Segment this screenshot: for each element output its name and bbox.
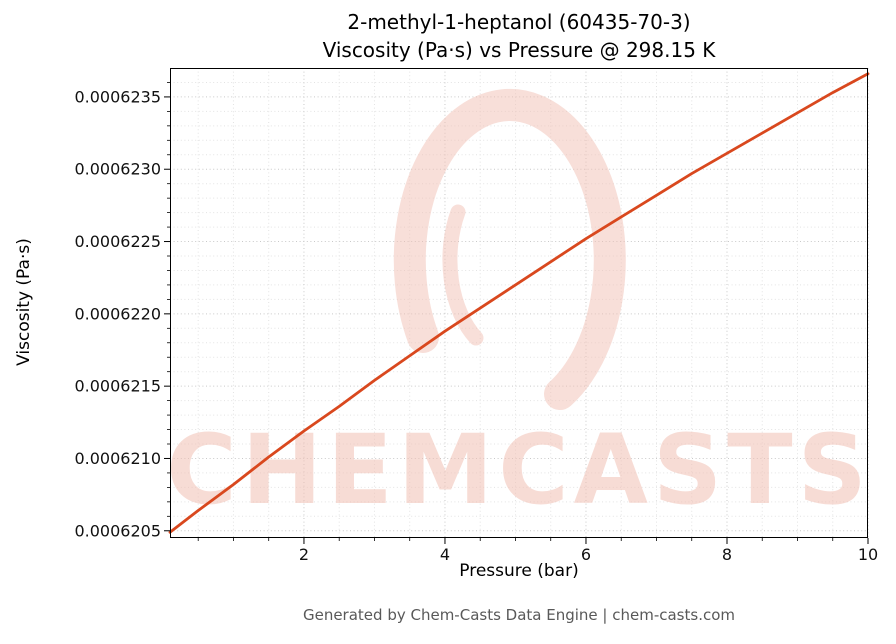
x-tick-label: 6 — [581, 545, 591, 564]
x-tick-label: 4 — [440, 545, 450, 564]
y-tick-label: 0.0006210 — [74, 449, 161, 468]
y-tick-label: 0.0006225 — [74, 232, 161, 251]
plot-border — [170, 68, 868, 538]
watermark-layer: CHEMCASTS — [166, 89, 871, 526]
x-axis-label: Pressure (bar) — [459, 561, 579, 581]
chart-title: 2-methyl-1-heptanol (60435-70-3) Viscosi… — [170, 8, 868, 64]
y-axis-label: Viscosity (Pa·s) — [14, 238, 34, 366]
y-tick-label: 0.0006220 — [74, 304, 161, 323]
x-tick-label: 2 — [299, 545, 309, 564]
y-tick-label: 0.0006230 — [74, 160, 161, 179]
x-tick-label: 10 — [858, 545, 878, 564]
y-tick-label: 0.0006235 — [74, 87, 161, 106]
watermark-logo-swoosh-icon — [442, 204, 484, 346]
watermark-logo-ring-icon — [393, 89, 626, 410]
viscosity-line — [168, 72, 870, 534]
chart-title-line1: 2-methyl-1-heptanol (60435-70-3) — [347, 10, 691, 34]
tick-label-layer: 0.0006205 0.0006210 0.0006215 0.0006220 0.00… — [74, 87, 878, 564]
x-tick-label: 8 — [722, 545, 732, 564]
footer-credit: Generated by Chem-Casts Data Engine | ch… — [302, 606, 736, 624]
series-layer — [168, 72, 870, 534]
chart-title-line2: Viscosity (Pa·s) vs Pressure @ 298.15 K — [322, 38, 716, 62]
y-tick-label: 0.0006215 — [74, 377, 161, 396]
watermark-text: CHEMCASTS — [166, 414, 871, 526]
axis-layer — [164, 68, 869, 544]
y-tick-label: 0.0006205 — [74, 521, 161, 540]
